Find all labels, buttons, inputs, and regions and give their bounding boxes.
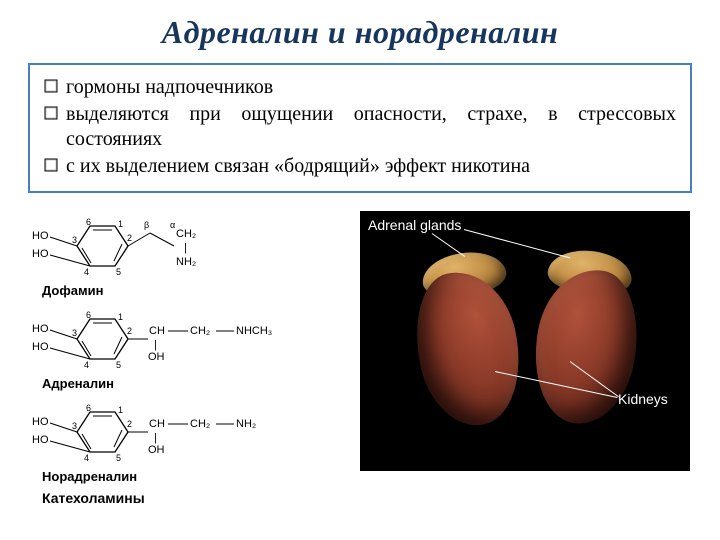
svg-text:HO: HO — [32, 434, 49, 446]
svg-text:5: 5 — [116, 267, 121, 277]
svg-text:1: 1 — [118, 312, 123, 322]
svg-text:1: 1 — [118, 405, 123, 415]
molecule-noradrenaline: HO HO 1 2 6 3 4 5 CH | OH CH₂ — [30, 397, 340, 467]
kidneys-label: Kidneys — [618, 391, 668, 407]
svg-text:CH: CH — [149, 325, 165, 337]
svg-text:6: 6 — [86, 310, 91, 320]
molecule-name: Дофамин — [42, 283, 340, 298]
svg-text:4: 4 — [84, 360, 89, 370]
anatomy-image: Adrenal glands Kidneys — [360, 211, 690, 471]
slide-title: Адреналин и норадреналин — [0, 0, 720, 57]
bullet-text: с их выделением связан «бодрящий» эффект… — [66, 154, 676, 179]
svg-text:2: 2 — [127, 233, 132, 243]
svg-text:NH₂: NH₂ — [236, 418, 256, 430]
svg-text:2: 2 — [127, 326, 132, 336]
catecholamines-label: Катехоламины — [42, 490, 340, 506]
svg-text:5: 5 — [116, 360, 121, 370]
chemistry-column: HO HO 1 2 6 3 4 5 β — [30, 211, 340, 506]
svg-text:|: | — [154, 432, 157, 444]
svg-text:3: 3 — [72, 328, 77, 338]
svg-text:6: 6 — [86, 217, 91, 227]
svg-text:NHCH₃: NHCH₃ — [236, 325, 272, 337]
svg-text:OH: OH — [148, 351, 165, 363]
svg-text:HO: HO — [32, 323, 49, 335]
checkbox-icon — [44, 106, 58, 120]
molecule-name: Норадреналин — [42, 469, 340, 484]
svg-text:1: 1 — [118, 219, 123, 229]
checkbox-icon — [44, 158, 58, 172]
ho-label: HO — [32, 230, 49, 242]
svg-text:3: 3 — [72, 235, 77, 245]
svg-text:5: 5 — [116, 453, 121, 463]
svg-text:CH: CH — [149, 418, 165, 430]
svg-text:|: | — [184, 242, 187, 254]
anatomy-column: Adrenal glands Kidneys — [360, 211, 690, 506]
molecule-dopamine: HO HO 1 2 6 3 4 5 β — [30, 211, 340, 281]
svg-text:2: 2 — [127, 419, 132, 429]
svg-text:CH₂: CH₂ — [176, 228, 196, 240]
svg-text:4: 4 — [84, 267, 89, 277]
bullet-item: гормоны надпочечников — [44, 75, 676, 100]
pointer-line — [432, 233, 465, 257]
bullet-item: с их выделением связан «бодрящий» эффект… — [44, 154, 676, 179]
svg-text:NH₂: NH₂ — [176, 256, 196, 268]
svg-text:3: 3 — [72, 421, 77, 431]
svg-text:4: 4 — [84, 453, 89, 463]
svg-text:CH₂: CH₂ — [190, 325, 210, 337]
kidney-left — [403, 262, 533, 434]
svg-text:6: 6 — [86, 403, 91, 413]
svg-text:HO: HO — [32, 416, 49, 428]
bullet-text: выделяются при ощущении опасности, страх… — [66, 102, 676, 152]
svg-text:|: | — [154, 339, 157, 351]
molecule-name: Адреналин — [42, 376, 340, 391]
svg-text:CH₂: CH₂ — [190, 418, 210, 430]
svg-text:OH: OH — [148, 444, 165, 456]
bullet-text: гормоны надпочечников — [66, 75, 676, 100]
content-row: HO HO 1 2 6 3 4 5 β — [0, 207, 720, 516]
molecule-adrenaline: HO HO 1 2 6 3 4 5 CH | OH CH₂ — [30, 304, 340, 374]
svg-text:α: α — [170, 220, 175, 230]
adrenal-glands-label: Adrenal glands — [368, 217, 461, 233]
svg-text:β: β — [144, 220, 149, 230]
checkbox-icon — [44, 79, 58, 93]
svg-text:HO: HO — [32, 341, 49, 353]
ho-label: HO — [32, 248, 49, 260]
bullet-box: гормоны надпочечников выделяются при ощу… — [28, 63, 692, 193]
bullet-item: выделяются при ощущении опасности, страх… — [44, 102, 676, 152]
